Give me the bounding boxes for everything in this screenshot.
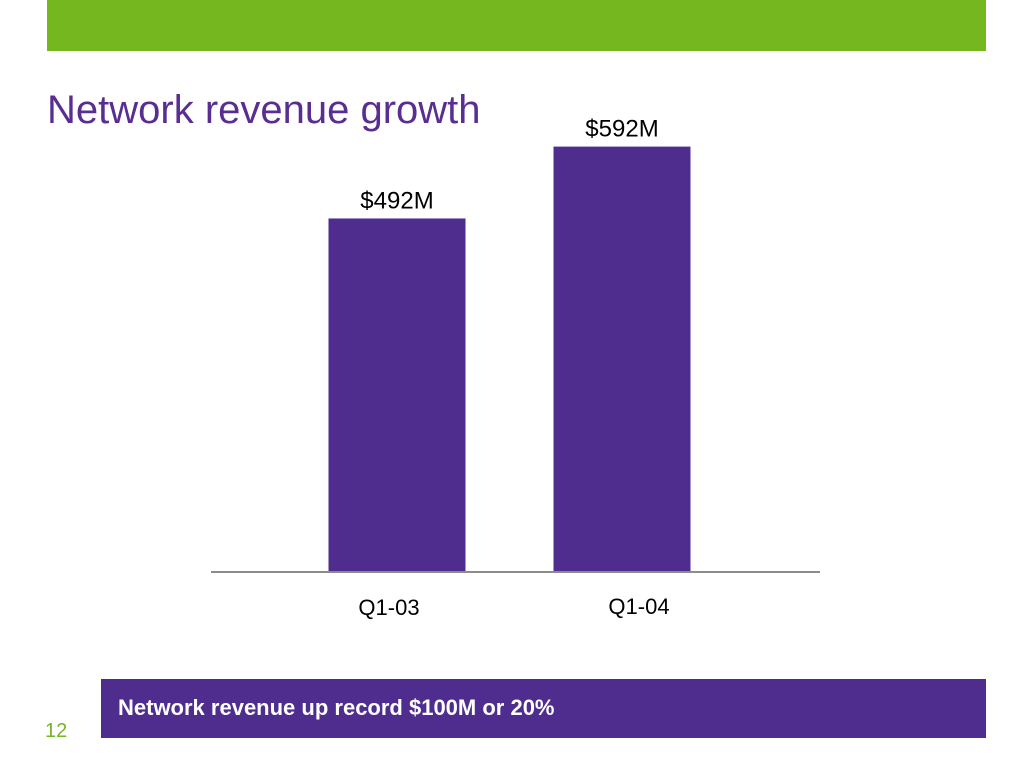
bar-q1-03 bbox=[328, 218, 466, 572]
data-label: $492M bbox=[360, 187, 433, 214]
top-accent-bar bbox=[47, 0, 986, 51]
page-number: 12 bbox=[45, 720, 68, 742]
callout-text: Network revenue up record $100M or 20% bbox=[118, 695, 555, 720]
bar-q1-04 bbox=[553, 146, 691, 572]
category-label: Q1-04 bbox=[608, 594, 669, 619]
slide-title: Network revenue growth bbox=[47, 88, 481, 132]
category-label: Q1-03 bbox=[358, 595, 419, 620]
data-label: $592M bbox=[585, 116, 658, 143]
callout-box: Network revenue up record $100M or 20% bbox=[101, 679, 986, 738]
